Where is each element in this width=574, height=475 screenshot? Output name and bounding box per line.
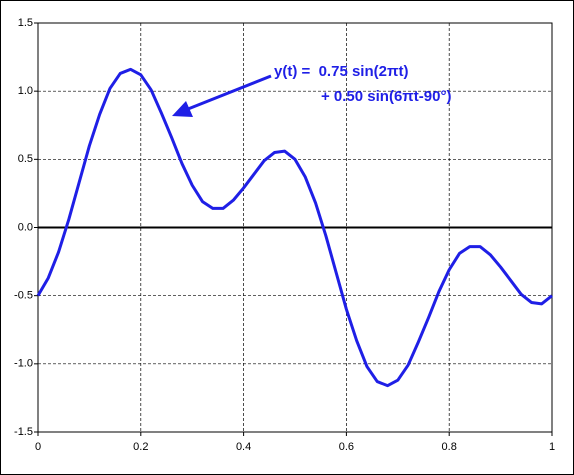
annotation: y(t) = 0.75 sin(2πt): [274, 63, 408, 80]
x-tick-label: 0.2: [133, 441, 148, 453]
data-line: [36, 67, 553, 388]
annotation-arrowhead: [172, 101, 193, 117]
x-tick-label: 0.6: [339, 441, 354, 453]
y-tick-label: 1.0: [18, 85, 33, 97]
x-tick-label: 0.4: [236, 441, 251, 453]
y-tick-label: 0.0: [18, 221, 33, 233]
x-tick-label: 1: [549, 441, 555, 453]
y-tick-label: 1.5: [18, 17, 33, 29]
y-tick-label: -0.5: [14, 290, 33, 302]
y-tick-label: -1.5: [14, 426, 33, 438]
x-tick-label: 0.8: [442, 441, 457, 453]
y-tick-label: 0.5: [18, 153, 33, 165]
annotation: + 0.50 sin(6πt-90°): [321, 88, 451, 105]
x-tick-label: 0: [35, 441, 41, 453]
y-tick-label: -1.0: [14, 358, 33, 370]
annotation-arrow: [187, 74, 272, 111]
